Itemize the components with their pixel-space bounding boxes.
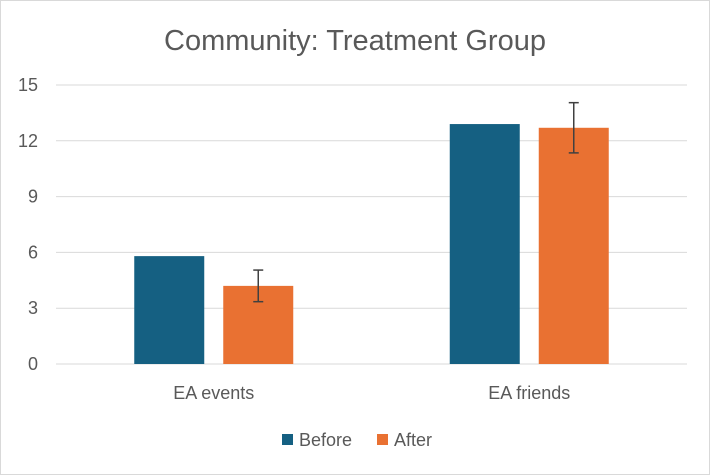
chart-title: Community: Treatment Group	[164, 25, 546, 57]
x-category-label: EA events	[173, 383, 254, 403]
x-axis-categories: EA events EA friends	[173, 383, 570, 403]
bar-before-ea-events	[134, 256, 205, 364]
legend-swatch-after	[377, 434, 388, 445]
legend-label-before[interactable]: Before	[299, 430, 352, 450]
bars	[134, 124, 609, 364]
error-bars	[253, 101, 579, 303]
x-category-label: EA friends	[488, 383, 570, 403]
legend-swatch-before	[282, 434, 293, 445]
y-tick-label: 9	[28, 187, 38, 207]
y-tick-label: 3	[28, 298, 38, 318]
bar-before-ea-friends	[449, 124, 520, 364]
legend[interactable]: Before After	[282, 430, 432, 450]
y-tick-label: 6	[28, 242, 38, 262]
bar-after-ea-friends	[538, 127, 609, 364]
legend-label-after[interactable]: After	[394, 430, 432, 450]
y-tick-label: 12	[18, 131, 38, 151]
y-axis-ticks: 0 3 6 9 12 15	[18, 75, 38, 374]
y-tick-label: 0	[28, 354, 38, 374]
y-tick-label: 15	[18, 75, 38, 95]
